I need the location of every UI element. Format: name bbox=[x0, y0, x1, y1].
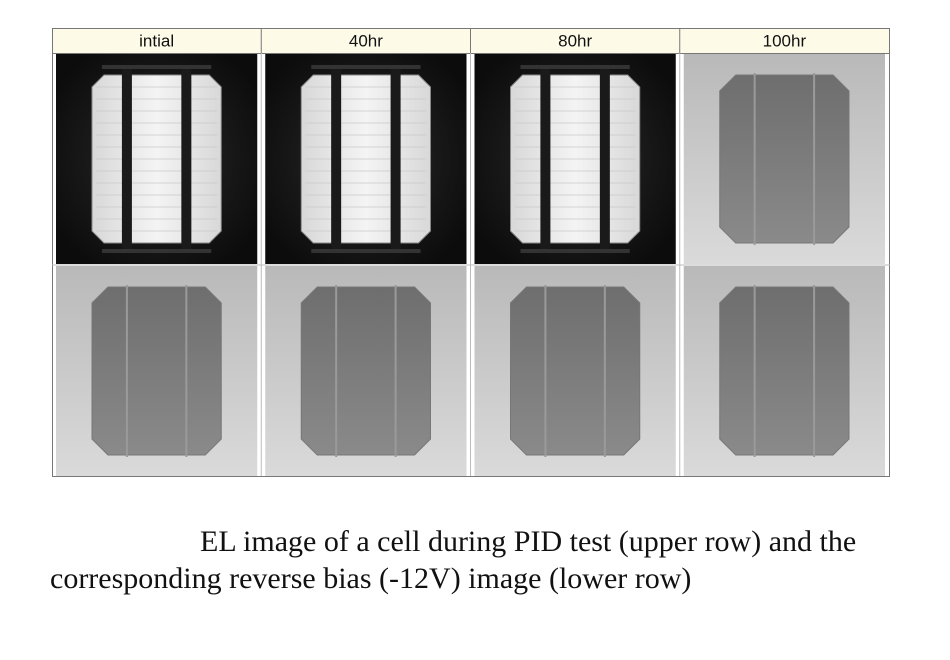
busbar bbox=[544, 285, 547, 457]
solar-cell bbox=[510, 286, 641, 456]
solar-cell bbox=[719, 286, 850, 456]
tab-bottom bbox=[102, 249, 212, 253]
cell-image bbox=[265, 54, 467, 264]
column-header: 80hr bbox=[558, 32, 592, 51]
busbar bbox=[753, 73, 756, 245]
busbar bbox=[331, 67, 342, 251]
busbar bbox=[813, 73, 816, 245]
busbar bbox=[185, 285, 188, 457]
column-header: 40hr bbox=[349, 32, 383, 51]
cell-image bbox=[683, 266, 885, 476]
solar-cell bbox=[300, 286, 431, 456]
busbar bbox=[181, 67, 192, 251]
solar-cell bbox=[91, 286, 222, 456]
column-header: 100hr bbox=[763, 32, 807, 51]
tab-top bbox=[102, 65, 212, 69]
cell-image bbox=[683, 54, 885, 264]
tab-top bbox=[520, 65, 630, 69]
busbar bbox=[394, 285, 397, 457]
cell-image bbox=[474, 266, 676, 476]
busbar bbox=[125, 285, 128, 457]
tab-bottom bbox=[311, 249, 421, 253]
solar-cell bbox=[719, 74, 850, 244]
busbar bbox=[753, 285, 756, 457]
cell-image bbox=[56, 266, 258, 476]
column-header: intial bbox=[139, 32, 174, 51]
cell-image bbox=[56, 54, 258, 264]
tab-bottom bbox=[520, 249, 630, 253]
busbar bbox=[813, 285, 816, 457]
cell-image bbox=[265, 266, 467, 476]
busbar bbox=[121, 67, 132, 251]
busbar bbox=[603, 285, 606, 457]
busbar bbox=[390, 67, 401, 251]
busbar bbox=[540, 67, 551, 251]
tab-top bbox=[311, 65, 421, 69]
table-border bbox=[52, 28, 890, 477]
figure-table: intial 40hr 80hr 100hr bbox=[52, 28, 890, 477]
busbar bbox=[335, 285, 338, 457]
busbar bbox=[599, 67, 610, 251]
cell-image bbox=[474, 54, 676, 264]
figure-caption: EL image of a cell during PID test (uppe… bbox=[50, 525, 857, 595]
